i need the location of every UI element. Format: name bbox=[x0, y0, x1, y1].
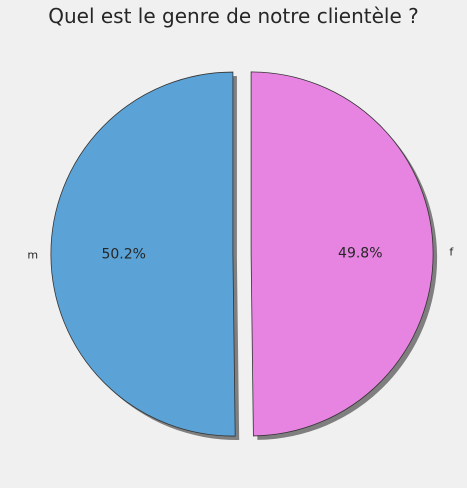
pie-percent-label-m: 50.2% bbox=[101, 247, 145, 263]
pie-category-label-f: f bbox=[449, 246, 454, 259]
pie-category-label-m: m bbox=[27, 248, 38, 261]
chart-title: Quel est le genre de notre clientèle ? bbox=[48, 4, 419, 28]
pie-slice-f bbox=[250, 71, 434, 437]
pie-slice-m bbox=[50, 71, 236, 437]
pie-slice-layer bbox=[50, 71, 434, 437]
pie-label-layer: 50.2% m 49.8% f bbox=[27, 245, 454, 262]
pie-percent-label-f: 49.8% bbox=[338, 245, 382, 261]
